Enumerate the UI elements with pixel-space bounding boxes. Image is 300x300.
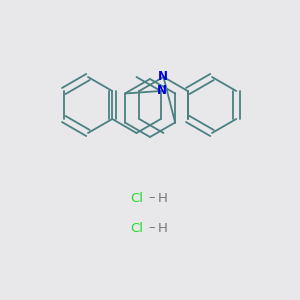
- Text: Cl: Cl: [130, 191, 143, 205]
- Text: –: –: [149, 191, 155, 205]
- Text: H: H: [158, 221, 168, 235]
- Text: H: H: [158, 191, 168, 205]
- Text: Cl: Cl: [130, 221, 143, 235]
- Text: N: N: [158, 70, 167, 83]
- Text: N: N: [157, 85, 167, 98]
- Text: –: –: [149, 221, 155, 235]
